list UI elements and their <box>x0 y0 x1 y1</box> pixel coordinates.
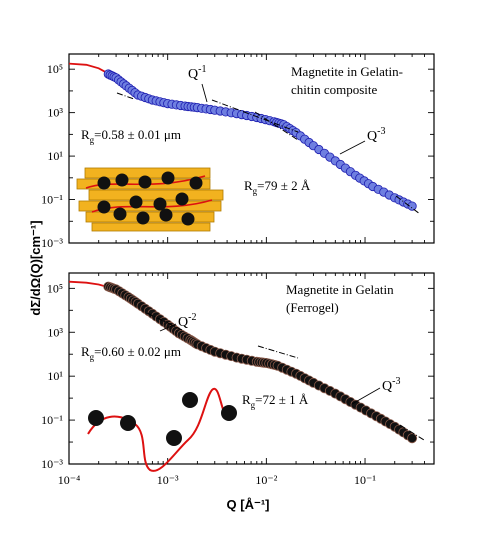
top-slope-pointer-a <box>201 83 208 103</box>
bottom-y-tick-label: 10⁻¹ <box>41 413 63 427</box>
bottom-axis-ticks <box>68 273 435 465</box>
bottom-y-tick-label: 10⁻³ <box>41 457 63 471</box>
bottom-slope-label-b: Q-3 <box>382 376 400 394</box>
chitin-fiber-illustration <box>76 167 224 232</box>
bottom-rg-small-label: Rg=72 ± 1 Å <box>242 392 309 410</box>
bottom-slope-guide-tail <box>399 424 425 441</box>
top-slope-guide-tail <box>395 195 421 215</box>
top-legend-line-1: Magnetite in Gelatin- <box>291 64 403 79</box>
top-slope-guide-high <box>254 111 299 141</box>
bottom-slope-pointer-a <box>159 323 177 332</box>
top-rg-large-label: Rg=0.58 ± 0.01 μm <box>81 127 181 145</box>
top-axis-ticks <box>68 54 435 244</box>
bottom-slope-pointer-b <box>351 387 381 405</box>
bottom-panel: 10⁻³ 10⁻¹ 10¹ 10³ 10⁵ 10⁻⁴ 10⁻³ 10⁻² 10⁻¹ Magne… <box>41 272 435 487</box>
top-y-tick-label: 10¹ <box>47 149 63 163</box>
top-data-point <box>407 201 417 211</box>
top-data-markers <box>103 69 417 211</box>
top-slope-guide-mid <box>211 99 299 133</box>
top-y-tick-label: 10⁻¹ <box>41 193 63 207</box>
bottom-data-point <box>407 433 418 444</box>
x-tick-label: 10⁻⁴ <box>58 473 81 487</box>
x-tick-label: 10⁻¹ <box>354 473 376 487</box>
top-rg-small-label: Rg=79 ± 2 Å <box>244 178 311 196</box>
top-y-tick-labels: 10⁻³ 10⁻¹ 10¹ 10³ 10⁵ <box>41 62 63 250</box>
x-tick-label: 10⁻³ <box>157 473 179 487</box>
bottom-plot-frame <box>68 272 435 465</box>
bottom-legend-line-1: Magnetite in Gelatin <box>286 282 394 297</box>
x-tick-label: 10⁻² <box>255 473 277 487</box>
bottom-y-tick-label: 10¹ <box>47 369 63 383</box>
top-y-tick-label: 10³ <box>47 106 63 120</box>
top-slope-guide-low <box>116 92 135 100</box>
x-axis-title: Q [Å⁻¹] <box>227 497 270 512</box>
bottom-y-tick-label: 10⁵ <box>47 281 63 295</box>
polymer-chain-illustration <box>87 387 237 472</box>
bottom-x-tick-labels: 10⁻⁴ 10⁻³ 10⁻² 10⁻¹ <box>58 473 377 487</box>
top-slope-pointer-b <box>339 140 366 155</box>
bottom-y-tick-labels: 10⁻³ 10⁻¹ 10¹ 10³ 10⁵ <box>41 281 63 471</box>
top-legend-line-2: chitin composite <box>291 82 378 97</box>
bottom-rg-large-label: Rg=0.60 ± 0.02 μm <box>81 344 181 362</box>
bottom-slope-guide-low <box>146 312 183 331</box>
top-y-tick-label: 10⁻³ <box>41 236 63 250</box>
top-slope-label-b: Q-3 <box>367 126 385 144</box>
bottom-slope-label-a: Q-2 <box>178 312 196 330</box>
bottom-y-tick-label: 10³ <box>47 325 63 339</box>
top-panel: 10⁻³ 10⁻¹ 10¹ 10³ 10⁵ <box>41 53 435 250</box>
top-slope-label-a: Q-1 <box>188 64 206 82</box>
bottom-data-markers <box>103 281 418 444</box>
top-y-tick-label: 10⁵ <box>47 62 63 76</box>
bottom-legend-line-2: (Ferrogel) <box>286 300 339 315</box>
bottom-slope-guide-mid <box>257 345 299 359</box>
y-axis-title: dΣ/dΩ(Q)[cm⁻¹] <box>28 220 43 315</box>
